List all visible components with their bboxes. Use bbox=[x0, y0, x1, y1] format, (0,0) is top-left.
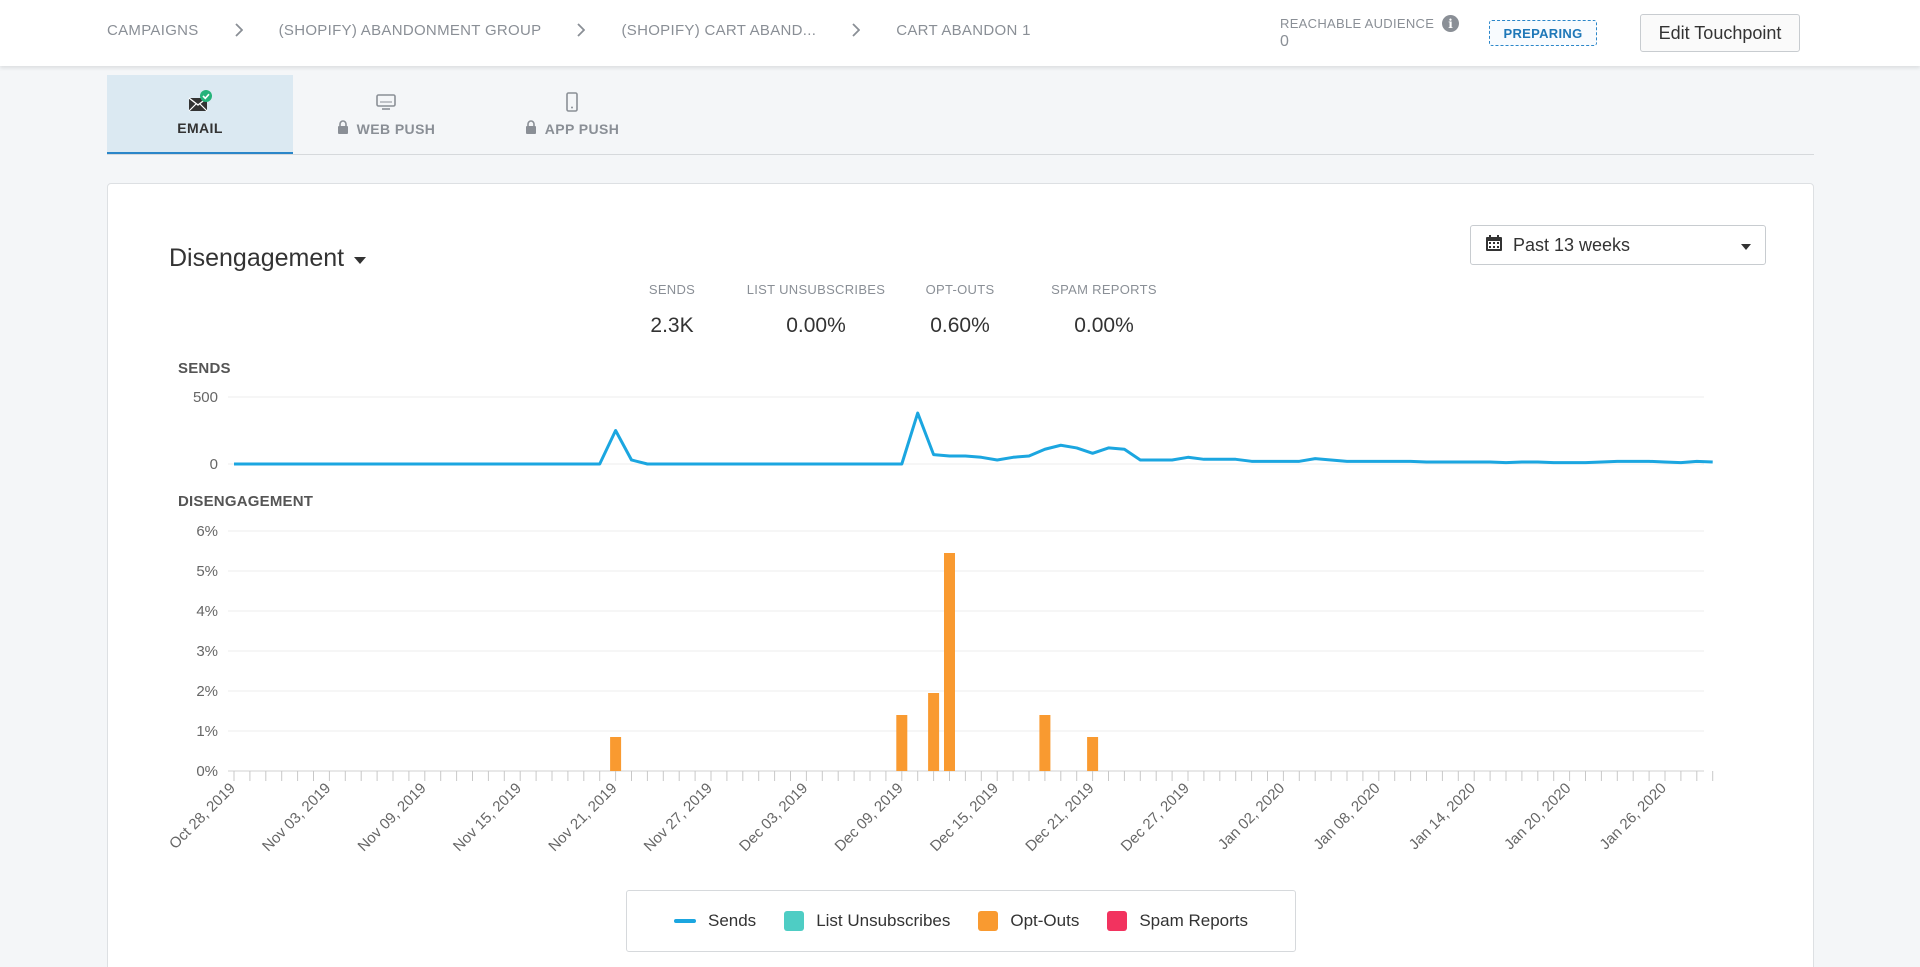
legend-swatch bbox=[784, 911, 805, 931]
legend-item[interactable]: Spam Reports bbox=[1107, 911, 1248, 931]
x-tick-label: Nov 03, 2019 bbox=[259, 780, 334, 855]
chevron-right-icon bbox=[577, 23, 586, 37]
legend-item[interactable]: List Unsubscribes bbox=[784, 911, 950, 931]
stat-opt-outs: OPT-OUTS 0.60% bbox=[880, 282, 1040, 338]
x-tick-label: Jan 14, 2020 bbox=[1406, 780, 1479, 853]
x-tick-label: Dec 27, 2019 bbox=[1118, 780, 1193, 855]
tab-web-push[interactable]: WEB PUSH bbox=[293, 75, 479, 154]
reachable-audience-value: 0 bbox=[1280, 33, 1289, 50]
bar-opt-outs bbox=[944, 553, 955, 771]
legend-label: Opt-Outs bbox=[1010, 911, 1080, 930]
report-card: Disengagement Past 13 weeks SENDS 2.3K L… bbox=[107, 183, 1814, 967]
legend-item[interactable]: Sends bbox=[673, 911, 757, 931]
tab-email-label: EMAIL bbox=[177, 119, 223, 136]
stat-spam-reports-label: SPAM REPORTS bbox=[1051, 282, 1157, 297]
y-tick-label: 5% bbox=[196, 563, 218, 580]
y-tick-label: 4% bbox=[196, 603, 218, 620]
sends-line bbox=[234, 411, 1713, 466]
legend-swatch bbox=[673, 919, 696, 923]
y-tick-label: 3% bbox=[196, 643, 218, 660]
breadcrumb: CAMPAIGNS (SHOPIFY) ABANDONMENT GROUP (S… bbox=[107, 19, 1031, 41]
metric-dropdown[interactable]: Disengagement bbox=[169, 244, 367, 273]
x-tick-label: Nov 21, 2019 bbox=[545, 780, 620, 855]
stat-list-unsubscribes-value: 0.00% bbox=[786, 314, 846, 337]
y-tick-label: 6% bbox=[196, 523, 218, 540]
x-tick-label: Nov 27, 2019 bbox=[641, 780, 716, 855]
y-tick-label: 0% bbox=[196, 763, 218, 780]
tab-web-push-label: WEB PUSH bbox=[356, 120, 436, 137]
x-tick-label: Nov 09, 2019 bbox=[355, 780, 430, 855]
email-check-icon bbox=[187, 89, 213, 112]
x-tick-label: Oct 28, 2019 bbox=[166, 780, 239, 853]
x-tick-label: Jan 20, 2020 bbox=[1501, 780, 1574, 853]
caret-down-icon bbox=[1741, 244, 1751, 250]
legend-swatch bbox=[978, 911, 999, 931]
bar-opt-outs bbox=[1087, 737, 1099, 771]
x-tick-label: Dec 09, 2019 bbox=[832, 780, 907, 855]
phone-icon bbox=[565, 92, 579, 112]
stat-opt-outs-value: 0.60% bbox=[930, 314, 990, 337]
date-range-value: Past 13 weeks bbox=[1513, 234, 1631, 255]
x-tick-label: Jan 08, 2020 bbox=[1310, 780, 1383, 853]
edit-touchpoint-button[interactable]: Edit Touchpoint bbox=[1640, 14, 1800, 52]
x-tick-label: Dec 03, 2019 bbox=[736, 780, 811, 855]
y-tick-label: 2% bbox=[196, 683, 218, 700]
stat-spam-reports-value: 0.00% bbox=[1074, 314, 1134, 337]
chart-legend: Sends List Unsubscribes Opt-Outs Spam Repor… bbox=[626, 890, 1296, 952]
breadcrumb-touchpoint: CART ABANDON 1 bbox=[896, 21, 1031, 39]
info-icon[interactable]: i bbox=[1442, 15, 1460, 32]
legend-swatch bbox=[1107, 911, 1128, 931]
tab-app-push[interactable]: APP PUSH bbox=[479, 75, 665, 154]
monitor-icon bbox=[375, 92, 397, 112]
stat-sends: SENDS 2.3K bbox=[592, 282, 752, 338]
channel-tabs: EMAIL WEB PUSH APP PUSH bbox=[107, 75, 1814, 155]
y-tick-label: 1% bbox=[196, 723, 218, 740]
legend-label: Sends bbox=[707, 911, 757, 930]
lock-icon bbox=[525, 120, 537, 137]
x-tick-label: Nov 15, 2019 bbox=[450, 780, 525, 855]
x-tick-label: Dec 21, 2019 bbox=[1022, 780, 1097, 855]
reachable-audience: REACHABLE AUDIENCE i 0 bbox=[1280, 15, 1460, 51]
sends-chart-title: SENDS bbox=[178, 360, 231, 377]
breadcrumb-campaign[interactable]: (SHOPIFY) CART ABAND... bbox=[621, 21, 817, 39]
x-tick-label: Jan 02, 2020 bbox=[1215, 780, 1288, 853]
stats-row: SENDS 2.3K LIST UNSUBSCRIBES 0.00% OPT-O… bbox=[108, 282, 1815, 352]
tab-email[interactable]: EMAIL bbox=[107, 75, 293, 154]
date-range-select[interactable]: Past 13 weeks bbox=[1470, 225, 1766, 265]
status-badge: PREPARING bbox=[1489, 20, 1597, 46]
y-tick-label: 0 bbox=[210, 456, 218, 473]
bar-opt-outs bbox=[1039, 715, 1051, 771]
disengagement-chart-title: DISENGAGEMENT bbox=[178, 493, 314, 510]
stat-spam-reports: SPAM REPORTS 0.00% bbox=[1024, 282, 1184, 338]
lock-icon bbox=[337, 120, 349, 137]
x-tick-label: Dec 15, 2019 bbox=[927, 780, 1002, 855]
chevron-right-icon bbox=[234, 23, 243, 37]
legend-label: Spam Reports bbox=[1139, 911, 1248, 930]
top-bar: CAMPAIGNS (SHOPIFY) ABANDONMENT GROUP (S… bbox=[0, 0, 1920, 66]
legend-item[interactable]: Opt-Outs bbox=[978, 911, 1079, 931]
chevron-right-icon bbox=[852, 23, 861, 37]
caret-down-icon bbox=[354, 257, 367, 264]
metric-dropdown-label: Disengagement bbox=[169, 244, 345, 272]
bar-opt-outs bbox=[610, 737, 622, 771]
calendar-icon bbox=[1485, 234, 1503, 257]
charts-svg: 500 0 6% 5% 4% 3% 2% 1% 0%Oct 28, 2019 Nov 03, 20… bbox=[166, 389, 1714, 855]
x-tick-label: Jan 26, 2020 bbox=[1596, 780, 1669, 853]
tab-app-push-label: APP PUSH bbox=[544, 120, 620, 137]
stat-opt-outs-label: OPT-OUTS bbox=[925, 282, 995, 297]
stat-sends-label: SENDS bbox=[648, 282, 696, 297]
breadcrumb-campaigns[interactable]: CAMPAIGNS bbox=[107, 21, 199, 39]
bar-opt-outs bbox=[928, 693, 940, 771]
stat-list-unsubscribes: LIST UNSUBSCRIBES 0.00% bbox=[736, 282, 896, 338]
breadcrumb-group[interactable]: (SHOPIFY) ABANDONMENT GROUP bbox=[278, 21, 542, 39]
y-tick-label: 500 bbox=[193, 389, 218, 406]
reachable-audience-label: REACHABLE AUDIENCE bbox=[1280, 16, 1435, 31]
stat-list-unsubscribes-label: LIST UNSUBSCRIBES bbox=[746, 282, 886, 297]
stat-sends-value: 2.3K bbox=[650, 314, 694, 337]
legend-label: List Unsubscribes bbox=[816, 911, 951, 930]
bar-opt-outs bbox=[896, 715, 908, 771]
